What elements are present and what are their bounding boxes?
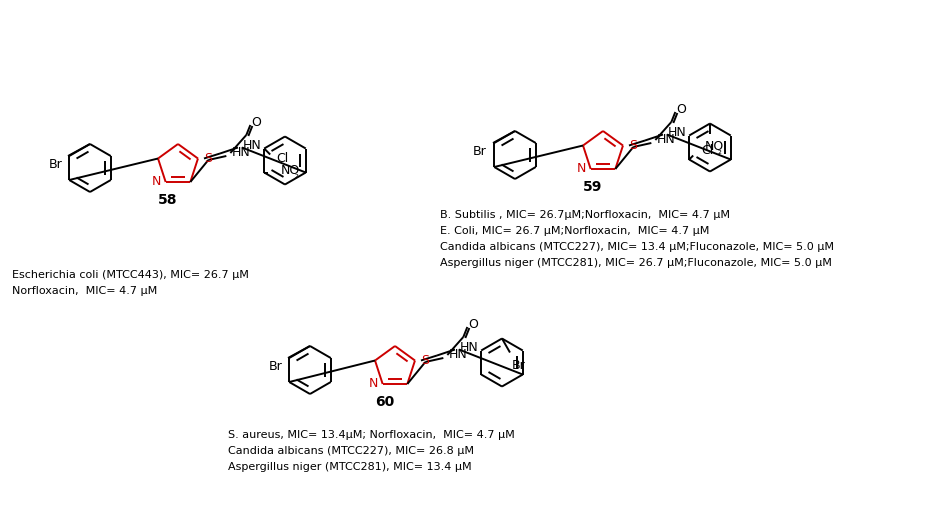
Text: Br: Br	[512, 358, 525, 372]
Text: O: O	[468, 318, 478, 331]
Text: Cl: Cl	[276, 152, 288, 165]
Text: NO: NO	[281, 164, 300, 177]
Text: S. aureus, MIC= 13.4μM; Norfloxacin,  MIC= 4.7 μM: S. aureus, MIC= 13.4μM; Norfloxacin, MIC…	[228, 430, 514, 440]
Text: Aspergillus niger (MTCC281), MIC= 13.4 μM: Aspergillus niger (MTCC281), MIC= 13.4 μ…	[228, 462, 471, 472]
Text: N: N	[576, 162, 585, 176]
Text: Br: Br	[48, 158, 62, 171]
Text: 59: 59	[582, 180, 602, 194]
Text: HN: HN	[460, 341, 479, 354]
Text: HN: HN	[243, 139, 261, 152]
Text: Cl: Cl	[700, 144, 713, 157]
Text: ₂: ₂	[717, 145, 721, 156]
Text: Br: Br	[268, 360, 281, 373]
Text: HN: HN	[231, 146, 250, 160]
Text: O: O	[676, 103, 685, 117]
Text: ₂: ₂	[294, 169, 297, 180]
Text: O: O	[251, 117, 261, 130]
Text: HN: HN	[447, 349, 466, 361]
Text: NO: NO	[704, 140, 723, 153]
Text: S: S	[204, 152, 211, 165]
Text: N: N	[368, 377, 378, 391]
Text: HN: HN	[656, 134, 674, 146]
Text: N: N	[151, 176, 160, 188]
Text: Candida albicans (MTCC227), MIC= 13.4 μM;Fluconazole, MIC= 5.0 μM: Candida albicans (MTCC227), MIC= 13.4 μM…	[440, 242, 834, 252]
Text: E. Coli, MIC= 26.7 μM;Norfloxacin,  MIC= 4.7 μM: E. Coli, MIC= 26.7 μM;Norfloxacin, MIC= …	[440, 226, 709, 236]
Text: Escherichia coli (MTCC443), MIC= 26.7 μM: Escherichia coli (MTCC443), MIC= 26.7 μM	[12, 270, 248, 280]
Text: S: S	[420, 354, 429, 367]
Text: 58: 58	[158, 193, 177, 207]
Text: S: S	[629, 139, 636, 152]
Text: B. Subtilis , MIC= 26.7μM;Norfloxacin,  MIC= 4.7 μM: B. Subtilis , MIC= 26.7μM;Norfloxacin, M…	[440, 210, 729, 220]
Text: Aspergillus niger (MTCC281), MIC= 26.7 μM;Fluconazole, MIC= 5.0 μM: Aspergillus niger (MTCC281), MIC= 26.7 μ…	[440, 258, 831, 268]
Text: HN: HN	[667, 126, 686, 139]
Text: Norfloxacin,  MIC= 4.7 μM: Norfloxacin, MIC= 4.7 μM	[12, 286, 157, 296]
Text: Br: Br	[473, 145, 486, 158]
Text: Candida albicans (MTCC227), MIC= 26.8 μM: Candida albicans (MTCC227), MIC= 26.8 μM	[228, 446, 474, 456]
Text: 60: 60	[375, 395, 395, 409]
